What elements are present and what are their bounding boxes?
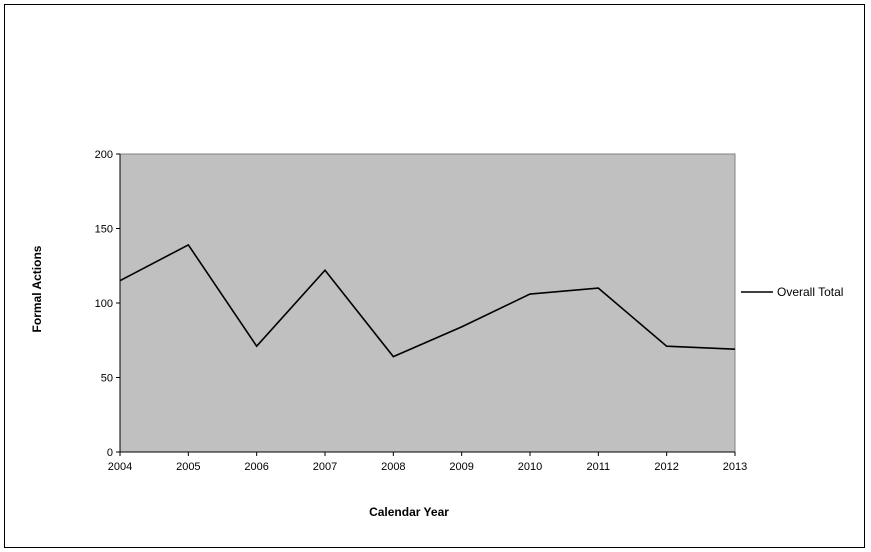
x-tick-label-2004: 2004 <box>108 461 132 473</box>
x-tick-label-2009: 2009 <box>449 461 473 473</box>
y-tick-label-200: 200 <box>95 149 113 161</box>
plot-area <box>119 153 736 453</box>
x-tick-label-2012: 2012 <box>654 461 678 473</box>
legend: Overall Total <box>741 285 843 299</box>
y-tick-label-0: 0 <box>107 447 113 459</box>
y-axis-title: Formal Actions <box>30 245 44 332</box>
x-tick-label-2006: 2006 <box>244 461 268 473</box>
x-tick-label-2013: 2013 <box>723 461 747 473</box>
x-tick-label-2011: 2011 <box>587 461 611 473</box>
x-tick-label-2005: 2005 <box>176 461 200 473</box>
series-layer <box>119 243 736 358</box>
x-axis-title: Calendar Year <box>369 505 449 519</box>
x-axis: 2004 2005 2006 2007 2008 2009 2010 2011 2012 2013 <box>108 451 747 473</box>
y-tick-label-100: 100 <box>95 298 113 310</box>
x-tick-label-2008: 2008 <box>381 461 405 473</box>
y-axis: 0 50 100 150 200 <box>95 149 121 459</box>
x-tick-label-2010: 2010 <box>518 461 542 473</box>
legend-label-overall-total: Overall Total <box>777 285 843 299</box>
x-tick-label-2007: 2007 <box>313 461 337 473</box>
series-line-0 <box>119 243 736 358</box>
y-tick-label-50: 50 <box>101 373 113 385</box>
y-tick-label-150: 150 <box>95 224 113 236</box>
